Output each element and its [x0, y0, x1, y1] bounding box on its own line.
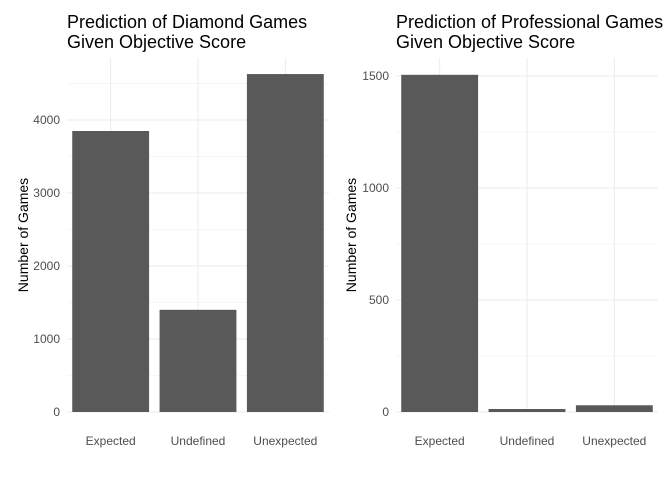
- x-tick-label-expected: Expected: [415, 434, 465, 448]
- chart-title-line-1: Prediction of Diamond Games: [67, 12, 307, 32]
- x-tick-label-expected: Expected: [86, 434, 136, 448]
- chart-title-line-2: Given Objective Score: [67, 32, 246, 52]
- y-axis-title: Number of Games: [15, 178, 31, 292]
- x-tick-label-unexpected: Unexpected: [582, 434, 646, 448]
- y-tick-label: 500: [369, 293, 389, 307]
- y-tick-label: 0: [382, 405, 389, 419]
- bar-unexpected: [575, 405, 653, 412]
- chart-title-line-2: Given Objective Score: [396, 32, 575, 52]
- bar-undefined: [159, 309, 237, 412]
- y-tick-label: 1000: [362, 181, 389, 195]
- x-tick-label-undefined: Undefined: [500, 434, 555, 448]
- x-tick-label-unexpected: Unexpected: [253, 434, 317, 448]
- bar-expected: [401, 74, 479, 412]
- bar-unexpected: [246, 74, 324, 412]
- y-tick-label: 3000: [33, 186, 60, 200]
- x-tick-label-undefined: Undefined: [171, 434, 226, 448]
- y-tick-label: 0: [53, 405, 60, 419]
- bar-expected: [72, 130, 150, 412]
- bar-undefined: [488, 409, 566, 412]
- chart-title-line-1: Prediction of Professional Games: [396, 12, 663, 32]
- y-tick-label: 4000: [33, 113, 60, 127]
- y-axis-title: Number of Games: [343, 178, 359, 292]
- y-tick-label: 1500: [362, 69, 389, 83]
- y-tick-label: 2000: [33, 259, 60, 273]
- y-tick-label: 1000: [33, 332, 60, 346]
